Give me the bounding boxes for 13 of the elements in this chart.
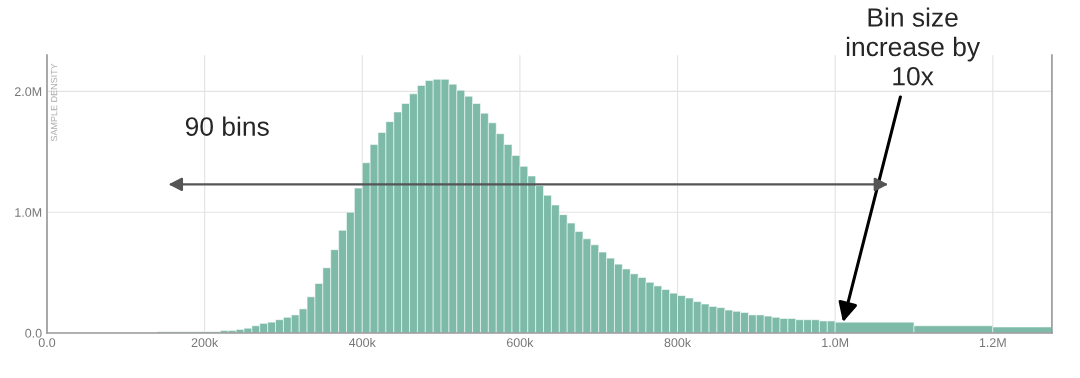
x-tick-label: 800k (664, 337, 692, 348)
x-tick-label: 0.0 (38, 338, 56, 348)
x-tick-label: 1.2M (979, 338, 1006, 347)
y-axis-title: SAMPLE DENSITY (50, 63, 58, 142)
y-tick-label: 1.0M (15, 208, 42, 217)
annotation: Bin size increase by 10x (846, 7, 981, 86)
x-tick-label: 1.0M (822, 338, 849, 348)
x-tick-label: 600k (506, 337, 534, 348)
annotation: 90 bins (185, 116, 269, 136)
y-tick-label: 2.0M (14, 87, 42, 97)
x-tick-label: 200k (191, 337, 219, 348)
y-tick-label: 0.0 (25, 328, 42, 338)
x-tick-label: 400k (348, 337, 376, 348)
